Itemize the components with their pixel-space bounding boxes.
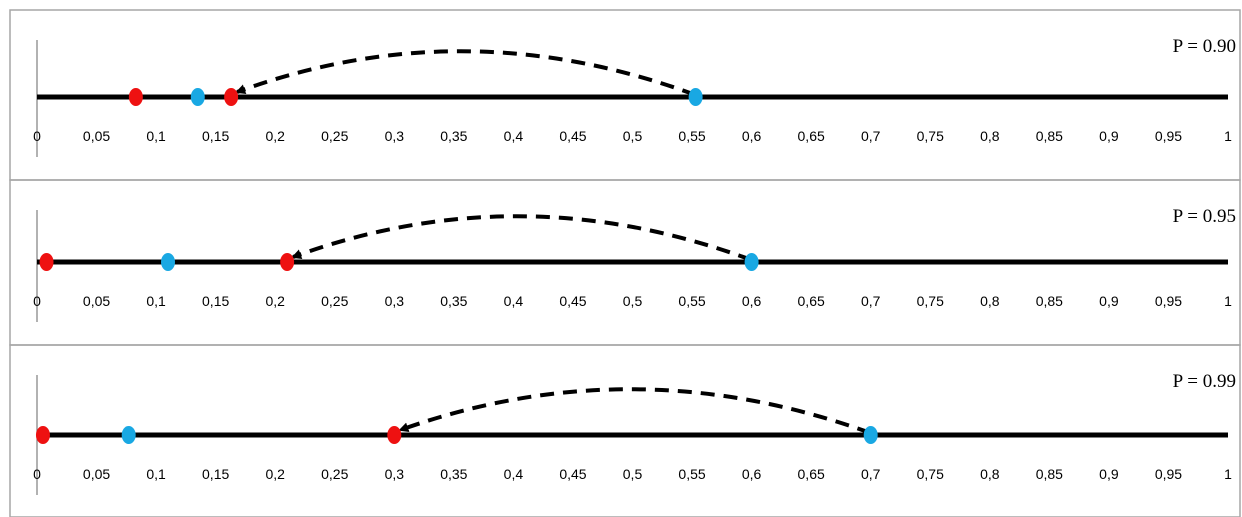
tick-label: 0,65 — [798, 293, 825, 309]
tick-label: 0,6 — [742, 128, 762, 144]
tick-label: 0,9 — [1099, 293, 1119, 309]
blue-point — [863, 426, 878, 444]
panel-2: 0 0,05 0,1 0,15 0,2 0,25 0,3 0,35 0,4 0,45 0,5 0,55… — [9, 179, 1241, 346]
blue-point — [121, 426, 136, 444]
tick-label: 0,3 — [385, 466, 405, 482]
blue-point — [161, 253, 176, 271]
tick-label: 0,2 — [265, 293, 285, 309]
tick-label: 0,25 — [321, 293, 348, 309]
tick-label: 0,4 — [504, 128, 524, 144]
red-point — [35, 426, 50, 444]
tick-label: 0,85 — [1036, 293, 1063, 309]
red-point — [280, 253, 295, 271]
tick-label: 0,8 — [980, 128, 1000, 144]
tick-label: 0,1 — [146, 466, 166, 482]
blue-point — [744, 253, 759, 271]
tick-label: 0,2 — [265, 466, 285, 482]
tick-label: 0,25 — [321, 466, 348, 482]
blue-point — [190, 88, 205, 106]
tick-label: 0,2 — [265, 128, 285, 144]
tick-label: 1 — [1224, 128, 1232, 144]
tick-label: 0,55 — [678, 293, 705, 309]
tick-label: 0,5 — [623, 293, 643, 309]
red-point — [387, 426, 402, 444]
tick-label: 0,9 — [1099, 466, 1119, 482]
red-point — [128, 88, 143, 106]
tick-label: 0,75 — [917, 293, 944, 309]
tick-label: 0,25 — [321, 128, 348, 144]
arc-arrow — [291, 214, 753, 262]
blue-point — [688, 88, 703, 106]
tick-label: 0 — [33, 466, 41, 482]
tick-label: 0,8 — [980, 293, 1000, 309]
panel-1: 0 0,05 0,1 0,15 0,2 0,25 0,3 0,35 0,4 0,45 0,5 0,55… — [9, 9, 1241, 181]
tick-label: 0,1 — [146, 128, 166, 144]
tick-label: 0,5 — [623, 128, 643, 144]
tick-label: 0,65 — [798, 128, 825, 144]
red-point — [224, 88, 239, 106]
tick-label: 0,65 — [798, 466, 825, 482]
tick-label: 0,95 — [1155, 293, 1182, 309]
tick-label: 0,6 — [742, 466, 762, 482]
tick-label: 0,4 — [504, 293, 524, 309]
tick-label: 0,7 — [861, 293, 881, 309]
tick-label: 0,05 — [83, 128, 110, 144]
tick-label: 0,75 — [917, 128, 944, 144]
tick-label: 0 — [33, 293, 41, 309]
p-value-label: P = 0.95 — [1173, 206, 1236, 227]
tick-label: 0,5 — [623, 466, 643, 482]
tick-label: 0,6 — [742, 293, 762, 309]
tick-label: 0 — [33, 128, 41, 144]
tick-label: 0,55 — [678, 128, 705, 144]
tick-label: 0,15 — [202, 293, 229, 309]
tick-label: 0,3 — [385, 128, 405, 144]
arc-arrow — [398, 387, 872, 435]
tick-label: 0,4 — [504, 466, 524, 482]
red-point — [39, 253, 54, 271]
p-value-label: P = 0.90 — [1173, 36, 1236, 57]
tick-label: 0,05 — [83, 466, 110, 482]
tick-label: 0,85 — [1036, 466, 1063, 482]
tick-label: 0,7 — [861, 466, 881, 482]
tick-label: 0,45 — [559, 466, 586, 482]
tick-label: 0,55 — [678, 466, 705, 482]
tick-label: 0,7 — [861, 128, 881, 144]
tick-label: 0,1 — [146, 293, 166, 309]
tick-label: 0,15 — [202, 128, 229, 144]
tick-label: 0,15 — [202, 466, 229, 482]
tick-label: 1 — [1224, 466, 1232, 482]
tick-label: 0,95 — [1155, 128, 1182, 144]
tick-label: 0,95 — [1155, 466, 1182, 482]
tick-label: 0,35 — [440, 293, 467, 309]
arc-arrow — [235, 49, 697, 97]
tick-label: 0,45 — [559, 128, 586, 144]
tick-label: 1 — [1224, 293, 1232, 309]
tick-label: 0,8 — [980, 466, 1000, 482]
tick-label: 0,45 — [559, 293, 586, 309]
tick-label: 0,35 — [440, 466, 467, 482]
tick-label: 0,35 — [440, 128, 467, 144]
tick-label: 0,75 — [917, 466, 944, 482]
panel-3: 0 0,05 0,1 0,15 0,2 0,25 0,3 0,35 0,4 0,45 0,5 0,55… — [9, 344, 1241, 517]
tick-label: 0,05 — [83, 293, 110, 309]
tick-label: 0,9 — [1099, 128, 1119, 144]
tick-label: 0,85 — [1036, 128, 1063, 144]
panel-frame — [9, 344, 1241, 517]
tick-label: 0,3 — [385, 293, 405, 309]
p-value-label: P = 0.99 — [1173, 371, 1236, 392]
